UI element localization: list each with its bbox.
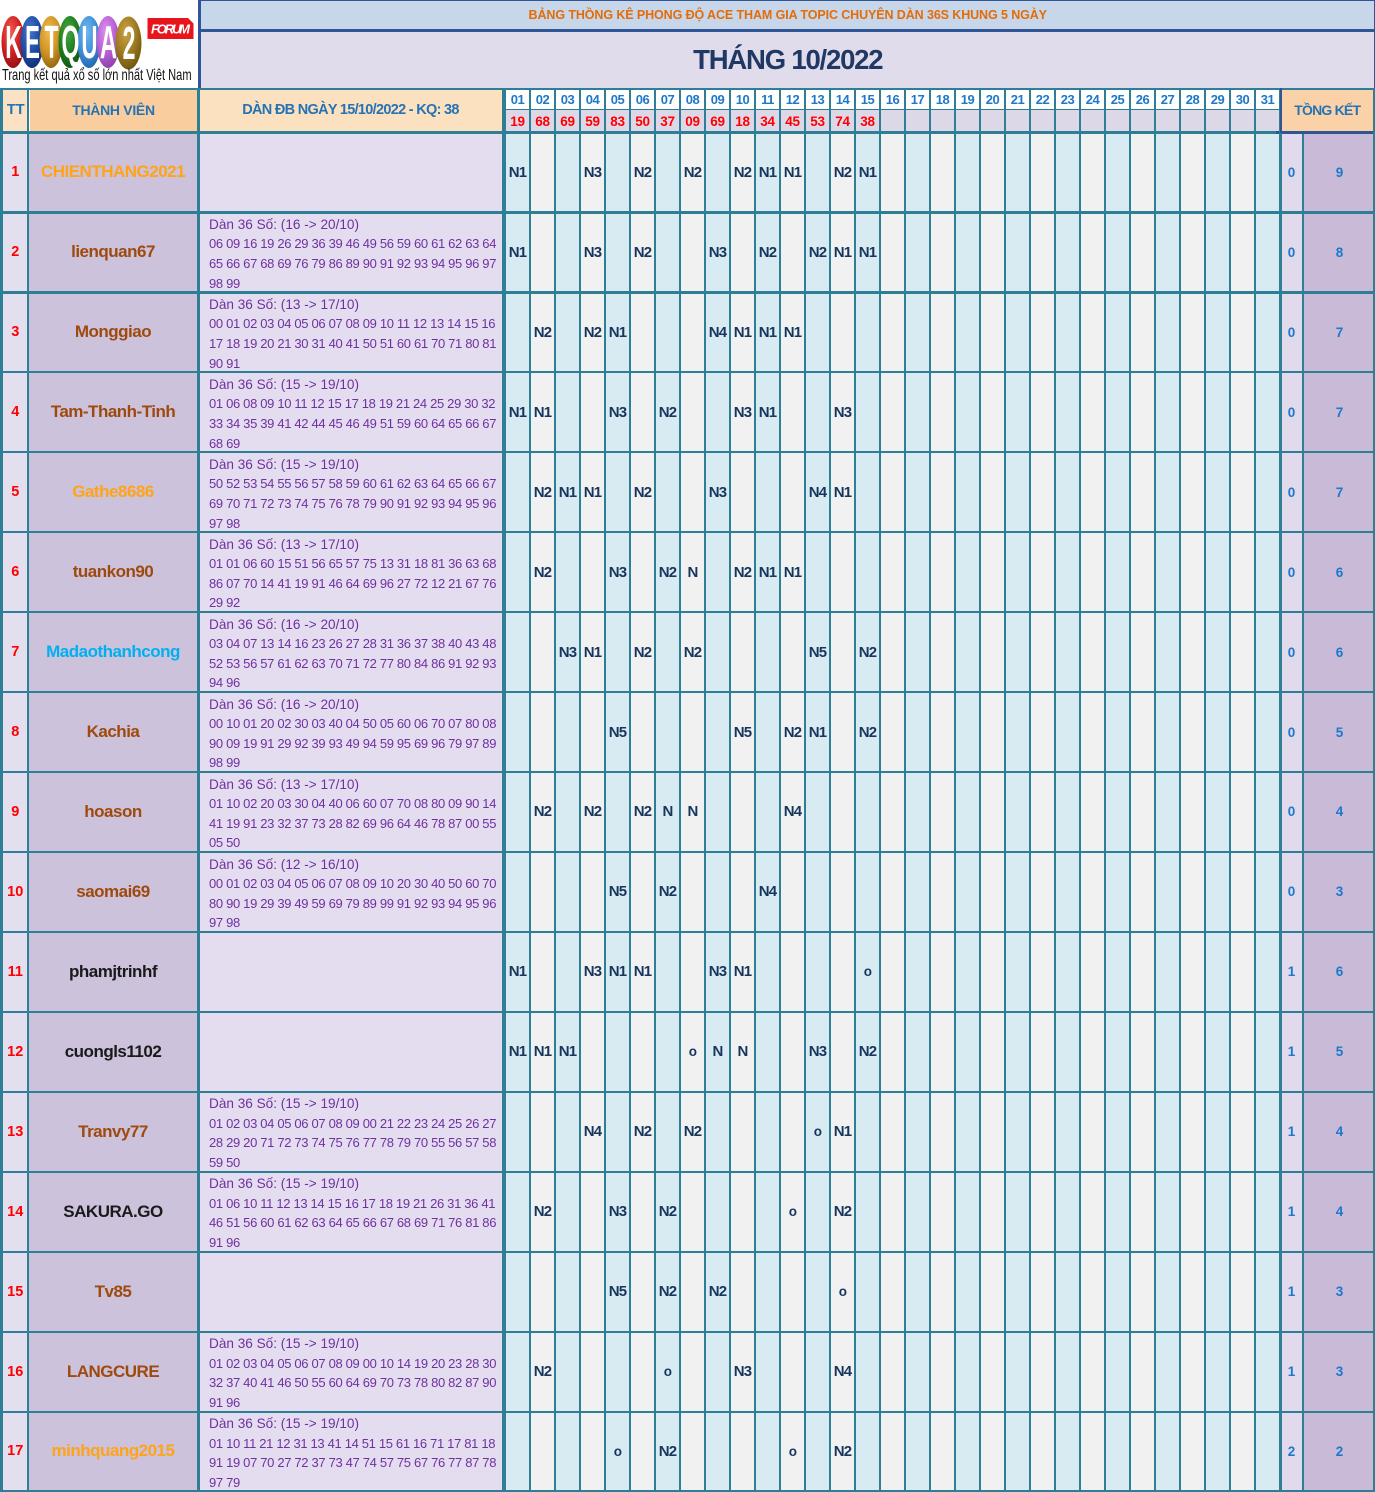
svg-text:T: T [44, 16, 58, 68]
svg-text:K: K [5, 16, 22, 68]
svg-text:Q: Q [62, 16, 80, 68]
svg-text:U: U [82, 16, 98, 68]
svg-text:A: A [100, 17, 117, 68]
svg-text:Trang kết quả xổ số lớn nhất V: Trang kết quả xổ số lớn nhất Việt Nam [2, 66, 192, 83]
svg-text:FORUM: FORUM [151, 22, 191, 37]
svg-text:2: 2 [123, 17, 136, 69]
svg-text:E: E [25, 16, 40, 68]
